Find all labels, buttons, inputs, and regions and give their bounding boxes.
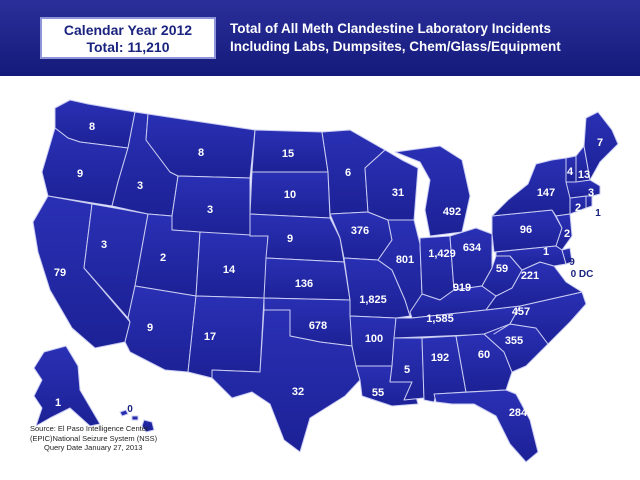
label-AK: 1: [55, 397, 61, 409]
label-MS: 5: [404, 364, 410, 376]
label-WV: 59: [496, 263, 508, 275]
label-UT: 2: [160, 252, 166, 264]
label-WY: 3: [207, 204, 213, 216]
label-HI: 0: [127, 404, 133, 415]
label-AR: 100: [365, 333, 383, 345]
label-CO: 14: [223, 264, 236, 276]
state-TX[interactable]: [211, 309, 361, 453]
source-line-2: (EPIC)National Seizure System (NSS): [30, 433, 158, 443]
state-labels: 8 9 79 3 3 8 3 2 9 14 17 15 10 9 136 678…: [54, 121, 603, 419]
label-AZ: 9: [147, 322, 153, 334]
label-OR: 9: [77, 168, 83, 180]
label-SD: 10: [284, 189, 296, 201]
label-CA: 79: [54, 267, 66, 279]
label-VT: 4: [567, 166, 574, 178]
label-OK: 678: [309, 320, 327, 332]
state-WI[interactable]: [364, 149, 419, 221]
label-PA: 96: [520, 224, 532, 236]
label-NJ: 2: [564, 228, 570, 240]
state-MI[interactable]: [394, 145, 471, 237]
label-NY: 147: [537, 187, 555, 199]
label-NH: 13: [578, 169, 590, 181]
label-ME: 7: [597, 137, 603, 149]
label-MO: 1,825: [359, 294, 387, 306]
label-VA: 221: [521, 270, 539, 282]
label-MI: 492: [443, 206, 461, 218]
us-map: 8 9 79 3 3 8 3 2 9 14 17 15 10 9 136 678…: [32, 99, 619, 463]
label-NV: 3: [101, 239, 107, 251]
label-KY: 919: [453, 282, 471, 294]
source-line-3: Query Date January 27, 2013: [44, 443, 143, 452]
state-FL[interactable]: [433, 389, 539, 463]
state-MD[interactable]: [495, 245, 567, 271]
header-banner: Calendar Year 2012 Total: 11,210 Total o…: [0, 0, 640, 76]
state-DE[interactable]: [561, 247, 573, 265]
year-total-box: Calendar Year 2012 Total: 11,210: [40, 17, 216, 59]
label-MN: 6: [345, 167, 351, 179]
label-IN: 1,429: [428, 248, 456, 260]
state-NY[interactable]: [491, 157, 571, 217]
total-label: Total: 11,210: [86, 39, 170, 55]
label-ND: 15: [282, 148, 294, 160]
state-AZ[interactable]: [124, 285, 197, 373]
label-DE: 1: [543, 246, 549, 258]
headline: Total of All Meth Clandestine Laboratory…: [230, 20, 630, 56]
label-CT: 2: [575, 202, 581, 214]
label-AL: 192: [431, 352, 449, 364]
label-GA: 60: [478, 349, 490, 361]
state-MA[interactable]: [565, 179, 601, 199]
year-label: Calendar Year 2012: [63, 22, 193, 38]
label-NM: 17: [204, 331, 216, 343]
state-HI[interactable]: [119, 409, 155, 433]
label-IA: 376: [351, 225, 369, 237]
label-MT: 8: [198, 147, 204, 159]
label-ID: 3: [137, 180, 143, 192]
label-OH: 634: [463, 242, 482, 254]
state-NC[interactable]: [493, 291, 587, 345]
label-KS: 136: [295, 278, 313, 290]
state-ME[interactable]: [583, 111, 619, 181]
source-line-1: Source: El Paso Intelligence Center: [30, 424, 149, 433]
label-NE: 9: [287, 233, 293, 245]
label-FL: 284: [509, 407, 528, 419]
label-TX: 32: [292, 386, 304, 398]
source-note: Source: El Paso Intelligence Center (EPI…: [30, 424, 157, 453]
headline-line-1: Total of All Meth Clandestine Laboratory…: [230, 21, 552, 36]
label-IL: 801: [396, 254, 414, 266]
label-TN: 1,585: [426, 313, 454, 325]
state-NM[interactable]: [187, 295, 265, 379]
label-MD: 9: [569, 257, 575, 268]
label-WI: 31: [392, 187, 404, 199]
label-SC: 355: [505, 335, 523, 347]
state-IN[interactable]: [419, 235, 455, 301]
headline-line-2: Including Labs, Dumpsites, Chem/Glass/Eq…: [230, 39, 561, 54]
state-IL[interactable]: [377, 219, 423, 317]
label-LA: 55: [372, 387, 384, 399]
label-MA: 3: [588, 187, 594, 199]
label-RI: 1: [595, 208, 601, 219]
label-NC: 457: [512, 306, 530, 318]
label-DC: 0 DC: [571, 269, 594, 280]
label-WA: 8: [89, 121, 95, 133]
state-AK[interactable]: [33, 345, 101, 427]
